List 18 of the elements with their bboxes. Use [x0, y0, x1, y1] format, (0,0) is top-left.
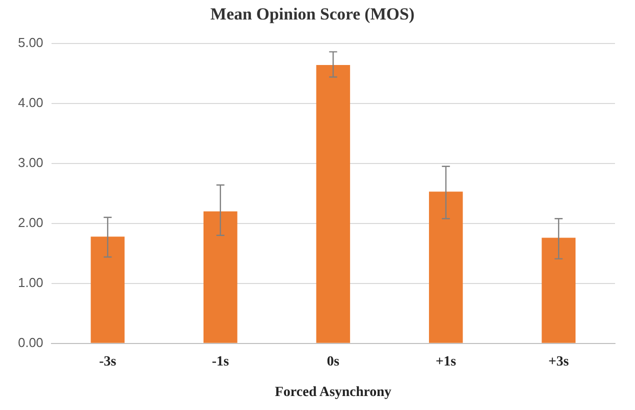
x-axis-title: Forced Asynchrony [274, 385, 392, 400]
chart-title: Mean Opinion Score (MOS) [210, 4, 415, 24]
bar [542, 238, 576, 343]
x-tick-label: -3s [99, 354, 117, 370]
y-tick-label: 0.00 [18, 334, 44, 350]
bar [204, 211, 238, 343]
bar [428, 192, 463, 343]
y-tick-label: 4.00 [18, 94, 44, 110]
x-tick-label: 0s [326, 354, 340, 370]
x-tick-label: +3s [548, 354, 570, 370]
bar [316, 65, 350, 343]
x-tick-label: +1s [436, 354, 457, 370]
x-tick-label: -1s [212, 354, 230, 370]
y-tick-label: 2.00 [18, 214, 44, 230]
y-tick-label: 5.00 [18, 34, 44, 50]
bar [90, 236, 125, 343]
y-tick-label: 3.00 [18, 154, 44, 170]
y-tick-label: 1.00 [18, 274, 44, 290]
